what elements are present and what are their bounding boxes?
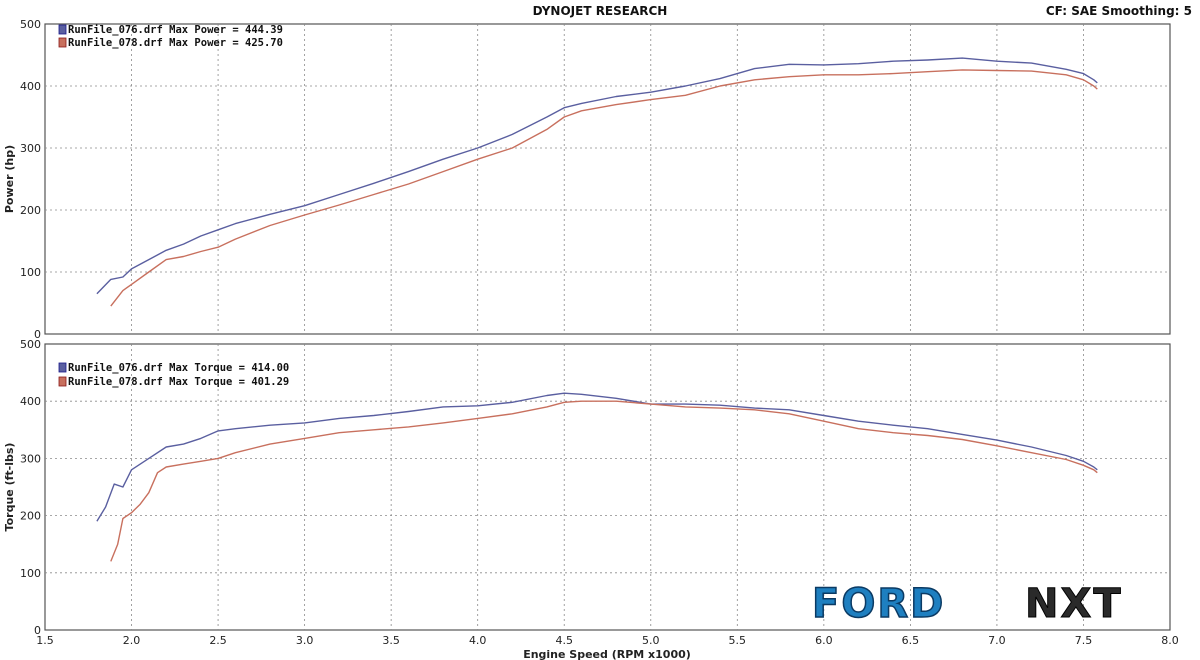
legend-swatch — [58, 24, 67, 35]
power-panel: 0 100 200 300 400 500 Power (hp) RunFile_076.dr… — [3, 18, 1171, 341]
legend-entry: RunFile_076.drf Max Torque = 414.00 — [68, 362, 289, 374]
legend-entry: RunFile_076.drf Max Power = 444.39 — [68, 24, 283, 36]
x-tick-label: 3.0 — [296, 634, 314, 647]
logo-text-ford: FORD — [812, 581, 945, 627]
x-tick-label: 2.5 — [209, 634, 227, 647]
x-tick-label: 6.5 — [902, 634, 920, 647]
y-tick-label: 200 — [20, 204, 41, 217]
series-line-run078 — [110, 400, 1098, 562]
series-line-run076 — [96, 57, 1098, 295]
y-tick-label: 0 — [34, 624, 41, 637]
x-tick-label: 5.5 — [729, 634, 747, 647]
torque-panel: 1.5 2.0 2.5 3.0 3.5 4.0 4.5 5.0 5.5 6.0 6.5 7.0 7.5 8… — [3, 338, 1179, 647]
y-tick-label: 100 — [20, 266, 41, 279]
y-tick-label: 400 — [20, 80, 41, 93]
series-line-run078 — [110, 69, 1098, 307]
legend-entry: RunFile_078.drf Max Power = 425.70 — [68, 37, 283, 49]
x-tick-label: 4.0 — [469, 634, 487, 647]
chart-title: DYNOJET RESEARCH — [532, 4, 668, 18]
x-tick-label: 2.0 — [123, 634, 141, 647]
y-tick-label: 500 — [20, 18, 41, 31]
logo-text-nxt: NXT — [1025, 581, 1123, 627]
plot-frame — [44, 343, 1171, 631]
y-axis-label: Torque (ft-lbs) — [3, 443, 16, 532]
y-tick-label: 100 — [20, 567, 41, 580]
x-tick-label: 1.5 — [36, 634, 54, 647]
x-tick-label: 7.0 — [988, 634, 1006, 647]
settings-label: CF: SAE Smoothing: 5 — [1045, 4, 1192, 18]
x-tick-label: 8.0 — [1161, 634, 1179, 647]
y-tick-label: 200 — [20, 510, 41, 523]
fordnxt-logo: FORD NXT — [811, 580, 1123, 628]
y-tick-label: 0 — [34, 328, 41, 341]
y-tick-label: 300 — [20, 452, 41, 465]
y-tick-label: 300 — [20, 142, 41, 155]
x-tick-label: 3.5 — [382, 634, 400, 647]
legend-entry: RunFile_078.drf Max Torque = 401.29 — [68, 376, 289, 388]
y-axis-label: Power (hp) — [3, 145, 16, 213]
legend-swatch — [58, 376, 67, 387]
plot-frame — [44, 23, 1171, 335]
y-tick-label: 500 — [20, 338, 41, 351]
series-line-run076 — [96, 392, 1098, 522]
legend-swatch — [58, 37, 67, 48]
x-tick-label: 4.5 — [555, 634, 573, 647]
legend-swatch — [58, 362, 67, 373]
y-tick-label: 400 — [20, 395, 41, 408]
x-tick-label: 6.0 — [815, 634, 833, 647]
x-axis-label: Engine Speed (RPM x1000) — [523, 648, 691, 660]
x-tick-label: 7.5 — [1075, 634, 1093, 647]
x-tick-label: 5.0 — [642, 634, 660, 647]
